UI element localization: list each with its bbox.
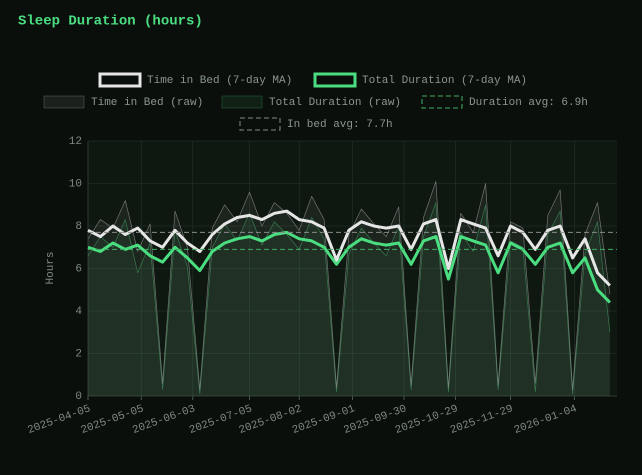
y-tick-label: 10 <box>69 178 82 190</box>
y-tick-label: 8 <box>75 221 82 233</box>
y-tick-label: 12 <box>69 136 82 148</box>
y-tick-label: 6 <box>75 263 82 275</box>
area <box>88 181 610 396</box>
legend-label: Total Duration (raw) <box>269 97 401 109</box>
legend-label: Duration avg: 6.9h <box>469 97 588 109</box>
legend-label: Total Duration (7-day MA) <box>362 75 527 87</box>
legend-swatch <box>239 117 281 131</box>
y-axis-label: Hours <box>45 251 57 284</box>
legend-swatch <box>98 72 142 88</box>
chart-title: Sleep Duration (hours) <box>18 14 203 30</box>
legend-swatch <box>221 95 263 109</box>
legend-label: Time in Bed (raw) <box>91 97 203 109</box>
legend-swatch <box>313 72 357 88</box>
legend-swatch <box>43 95 85 109</box>
legend-label: Time in Bed (7-day MA) <box>147 75 292 87</box>
area <box>88 202 610 396</box>
y-tick-label: 2 <box>75 348 82 360</box>
y-tick-label: 4 <box>75 306 82 318</box>
line <box>87 181 611 390</box>
legend-swatch <box>421 95 463 109</box>
legend-label: In bed avg: 7.7h <box>287 119 393 131</box>
y-tick-label: 0 <box>75 391 82 403</box>
